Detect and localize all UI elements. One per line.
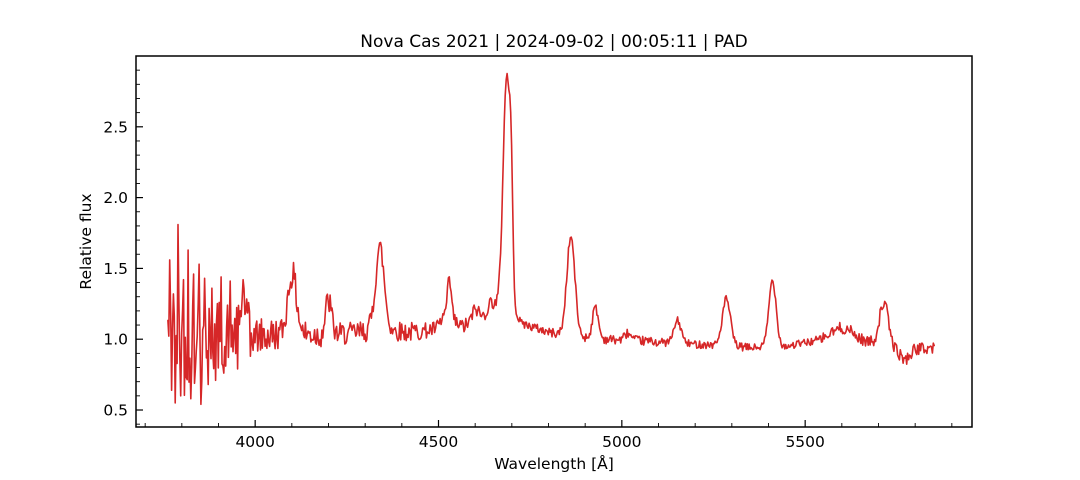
y-tick-label: 1.0 <box>103 331 128 349</box>
y-tick-label: 1.5 <box>103 260 128 278</box>
y-tick-label: 0.5 <box>103 402 128 420</box>
x-tick-label: 4500 <box>419 433 458 451</box>
y-tick-label: 2.5 <box>103 118 128 136</box>
chart-title: Nova Cas 2021 | 2024-09-02 | 00:05:11 | … <box>360 32 747 52</box>
y-axis-label: Relative flux <box>77 193 95 289</box>
tick-layer <box>136 69 953 427</box>
y-tick-label: 2.0 <box>103 189 128 207</box>
x-tick-label: 5500 <box>785 433 824 451</box>
x-tick-label: 4000 <box>235 433 274 451</box>
spectrum-line <box>167 72 935 406</box>
x-axis-label: Wavelength [Å] <box>494 454 614 473</box>
x-tick-label: 5000 <box>602 433 641 451</box>
spectrum-line-layer <box>167 72 935 406</box>
tick-label-layer: 4000 4500 5000 5500 0.5 1.0 1.5 2.0 2.5 <box>103 118 825 451</box>
axes-frame <box>135 55 973 428</box>
